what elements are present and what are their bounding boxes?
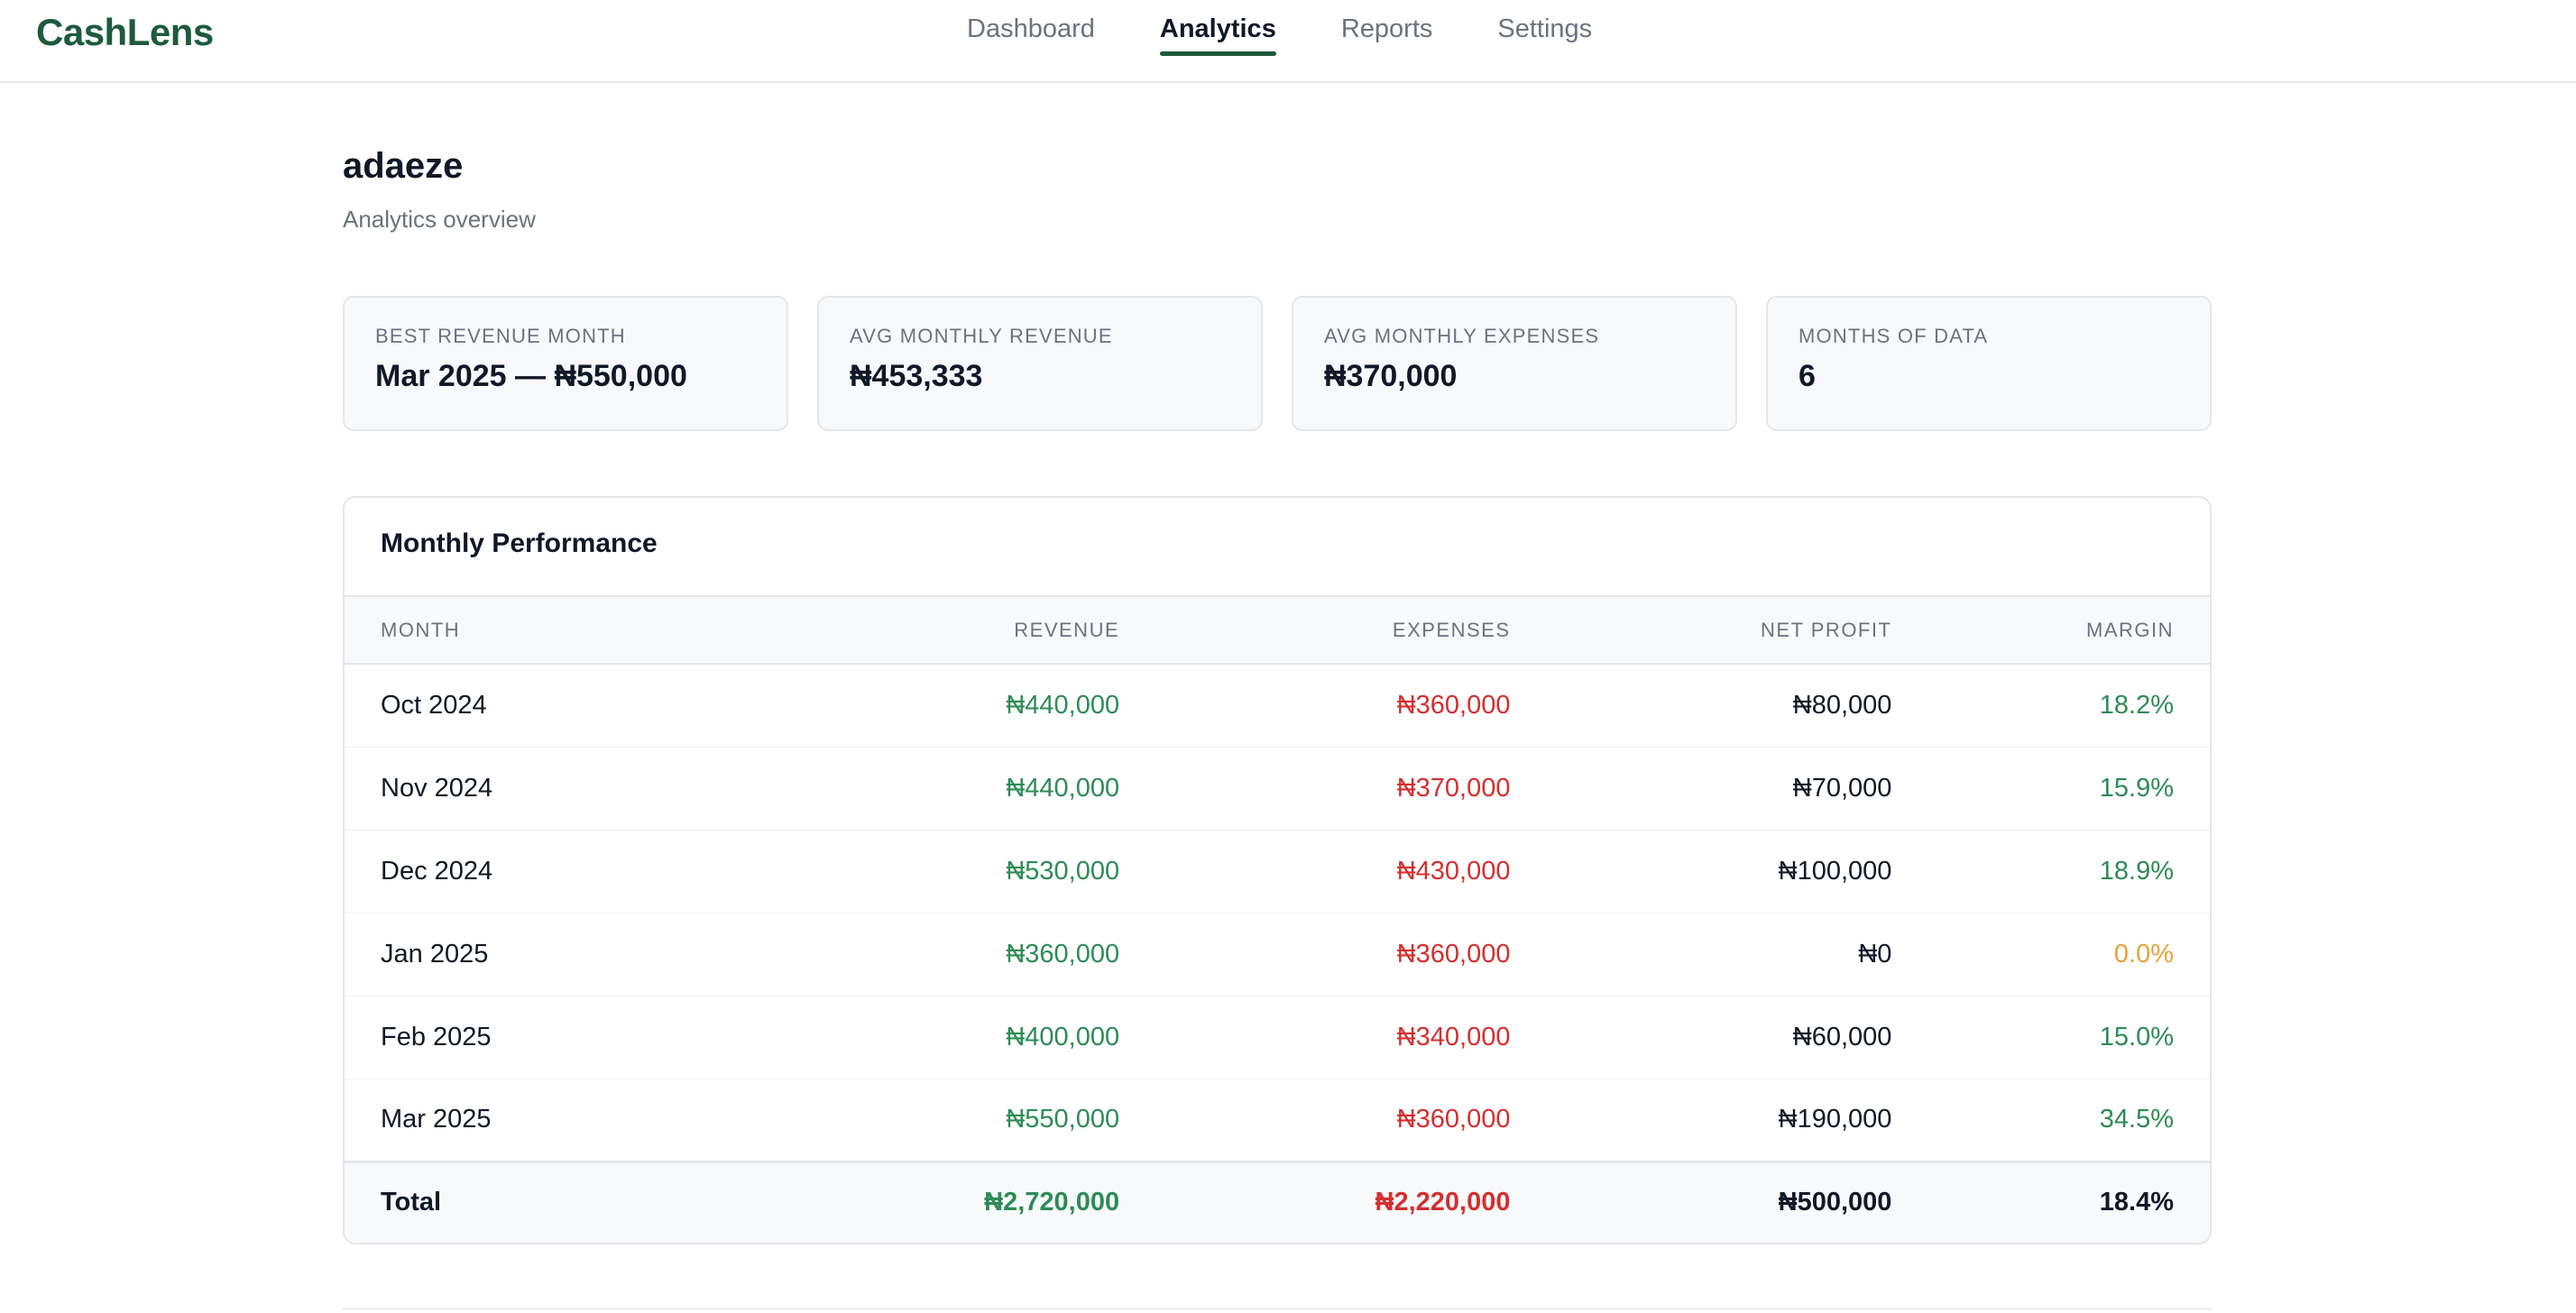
cell-expenses: ₦360,000 <box>1396 690 1511 720</box>
table-row: Jan 2025 ₦360,000 ₦360,000 ₦0 0.0% <box>345 913 2210 996</box>
cell-expenses: ₦360,000 <box>1396 939 1511 969</box>
stat-card-best-month: Best Revenue Month Mar 2025 — ₦550,000 <box>343 296 788 431</box>
monthly-performance-title: Monthly Performance <box>345 498 2210 597</box>
cell-month: Mar 2025 <box>381 1105 492 1134</box>
cell-margin: 18.9% <box>2099 856 2174 886</box>
app-logo[interactable]: CashLens <box>36 11 214 53</box>
cell-month: Jan 2025 <box>381 939 489 969</box>
cell-net-profit: ₦60,000 <box>1792 1022 1892 1051</box>
cell-revenue: ₦360,000 <box>1006 939 1120 969</box>
col-header-month: Month <box>381 618 461 641</box>
cell-revenue: ₦530,000 <box>1006 856 1120 886</box>
cell-month: Feb 2025 <box>381 1022 492 1051</box>
stat-value: 6 <box>1799 359 1816 393</box>
cell-net-profit: ₦0 <box>1858 939 1892 969</box>
col-header-expenses: Expenses <box>1392 618 1511 641</box>
stat-card-avg-expenses: Avg Monthly Expenses ₦370,000 <box>1292 296 1737 431</box>
stat-label: Months of Data <box>1799 325 1989 347</box>
table-row: Oct 2024 ₦440,000 ₦360,000 ₦80,000 18.2% <box>345 664 2210 747</box>
cell-total-revenue: ₦2,720,000 <box>984 1188 1120 1217</box>
top-navbar: CashLens Dashboard Analytics Reports Set… <box>0 0 2576 83</box>
cell-expenses: ₦340,000 <box>1396 1022 1511 1051</box>
cell-margin: 18.2% <box>2099 690 2174 720</box>
stat-card-months-of-data: Months of Data 6 <box>1766 296 2212 431</box>
table-row: Nov 2024 ₦440,000 ₦370,000 ₦70,000 15.9% <box>345 747 2210 830</box>
stat-value: ₦370,000 <box>1324 359 1458 393</box>
col-header-revenue: Revenue <box>1014 618 1120 641</box>
cell-total-label: Total <box>381 1188 442 1217</box>
cell-net-profit: ₦100,000 <box>1778 856 1892 886</box>
cell-total-net-profit: ₦500,000 <box>1778 1188 1892 1217</box>
performance-table: Month Revenue Expenses Net Profit Margin… <box>345 597 2210 1243</box>
stat-label: Best Revenue Month <box>375 325 626 347</box>
cell-revenue: ₦550,000 <box>1006 1105 1120 1134</box>
cell-total-expenses: ₦2,220,000 <box>1375 1188 1511 1217</box>
col-header-margin: Margin <box>2086 618 2174 641</box>
stat-label: Avg Monthly Revenue <box>850 325 1113 347</box>
cell-month: Oct 2024 <box>381 690 487 720</box>
monthly-performance-card: Monthly Performance Month Revenue Expens… <box>343 496 2212 1244</box>
table-row: Feb 2025 ₦400,000 ₦340,000 ₦60,000 15.0% <box>345 996 2210 1079</box>
cell-net-profit: ₦70,000 <box>1792 773 1892 803</box>
cell-expenses: ₦360,000 <box>1396 1105 1511 1134</box>
stat-card-avg-revenue: Avg Monthly Revenue ₦453,333 <box>817 296 1263 431</box>
cell-revenue: ₦400,000 <box>1006 1022 1120 1051</box>
cell-net-profit: ₦80,000 <box>1792 690 1892 720</box>
table-total-row: Total ₦2,720,000 ₦2,220,000 ₦500,000 18.… <box>345 1162 2210 1243</box>
stats-row: Best Revenue Month Mar 2025 — ₦550,000 A… <box>343 296 2212 431</box>
cell-margin: 15.0% <box>2099 1022 2174 1051</box>
nav-settings[interactable]: Settings <box>1497 14 1593 43</box>
cell-net-profit: ₦190,000 <box>1778 1105 1892 1134</box>
cell-revenue: ₦440,000 <box>1006 690 1120 720</box>
stat-label: Avg Monthly Expenses <box>1324 325 1600 347</box>
next-section-edge <box>343 1308 2212 1310</box>
cell-margin: 34.5% <box>2099 1105 2174 1134</box>
cell-margin: 0.0% <box>2113 939 2174 969</box>
page-subtitle: Analytics overview <box>343 206 536 233</box>
main-nav: Dashboard Analytics Reports Settings <box>967 0 1592 83</box>
cell-total-margin: 18.4% <box>2099 1188 2174 1217</box>
nav-analytics[interactable]: Analytics <box>1159 0 1276 56</box>
page-title: adaeze <box>343 146 464 186</box>
table-row: Dec 2024 ₦530,000 ₦430,000 ₦100,000 18.9… <box>345 830 2210 913</box>
table-row: Mar 2025 ₦550,000 ₦360,000 ₦190,000 34.5… <box>345 1079 2210 1162</box>
nav-reports[interactable]: Reports <box>1340 14 1433 43</box>
cell-month: Nov 2024 <box>381 773 493 803</box>
cell-expenses: ₦430,000 <box>1396 856 1511 886</box>
cell-expenses: ₦370,000 <box>1396 773 1511 803</box>
stat-value: Mar 2025 — ₦550,000 <box>375 359 687 393</box>
table-header-row: Month Revenue Expenses Net Profit Margin <box>345 597 2210 664</box>
cell-margin: 15.9% <box>2099 773 2174 803</box>
cell-revenue: ₦440,000 <box>1006 773 1120 803</box>
col-header-net-profit: Net Profit <box>1761 618 1892 641</box>
cell-month: Dec 2024 <box>381 856 493 886</box>
nav-dashboard[interactable]: Dashboard <box>967 14 1095 43</box>
stat-value: ₦453,333 <box>850 359 983 393</box>
